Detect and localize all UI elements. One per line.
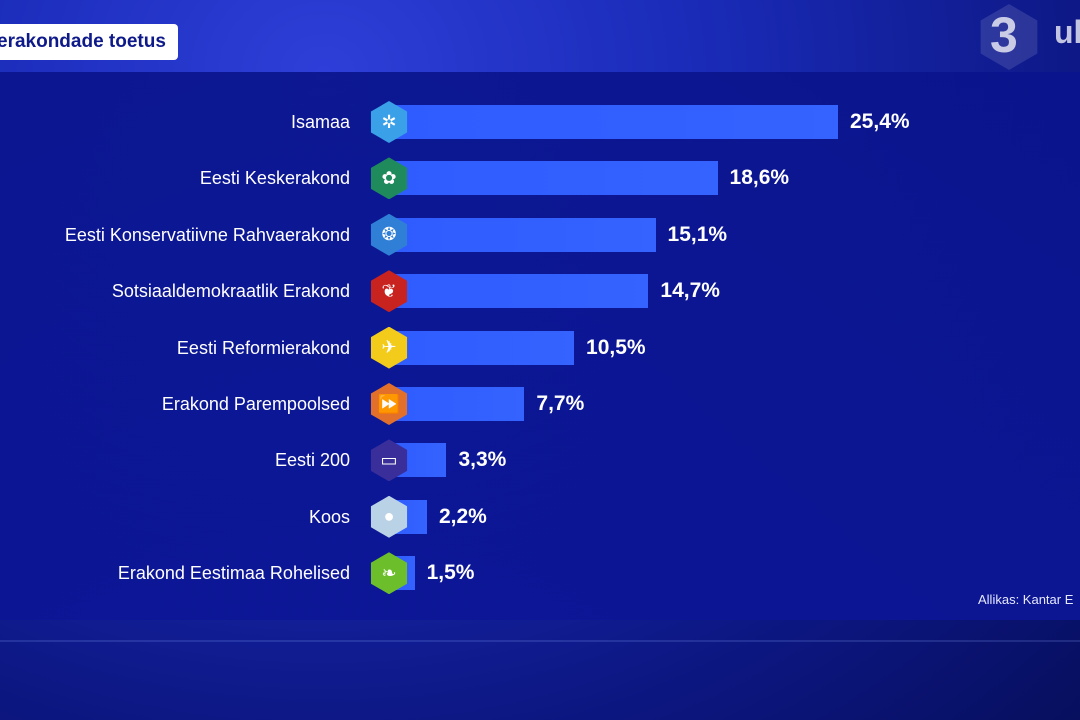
logo-text: ul <box>1054 14 1080 50</box>
bar <box>388 105 838 139</box>
bar <box>388 330 575 365</box>
logo-number: 3 <box>990 7 1018 63</box>
bar <box>388 161 718 196</box>
value-label: 10,5% <box>586 335 646 359</box>
category-label: Koos <box>308 506 350 527</box>
category-label: Sotsiaaldemokraatlik Erakond <box>111 281 350 302</box>
value-label: 14,7% <box>660 279 720 303</box>
category-label: Eesti Reformierakond <box>176 337 350 358</box>
value-label: 15,1% <box>667 222 728 246</box>
bar <box>388 274 649 309</box>
bar-row: Erakond Eestimaa Rohelised ❧ 1,5% <box>0 552 1080 595</box>
bar-row: Eesti Reformierakond ✈ 10,5% <box>0 326 1080 369</box>
background-line-1 <box>0 640 1080 642</box>
page-title: erakondade toetus <box>0 24 178 60</box>
bar-row: Eesti Konservatiivne Rahvaerakond ❂ 15,1% <box>0 213 1080 256</box>
value-label: 18,6% <box>729 166 790 190</box>
value-label: 25,4% <box>850 110 910 133</box>
bar-row: Erakond Parempoolsed ⏩ 7,7% <box>0 383 1080 425</box>
value-label: 7,7% <box>536 392 585 415</box>
bar-row: Eesti Keskerakond ✿ 18,6% <box>0 157 1080 200</box>
title-text: erakondade toetus <box>0 31 166 52</box>
bar <box>388 387 525 421</box>
bar-row: Koos ● 2,2% <box>0 495 1080 538</box>
bar-row: Sotsiaaldemokraatlik Erakond ❦ 14,7% <box>0 270 1080 313</box>
category-label: Isamaa <box>290 112 350 132</box>
value-label: 1,5% <box>426 561 475 585</box>
bar-row: Eesti 200 ▭ 3,3% <box>0 439 1080 482</box>
channel-logo: 3 ul <box>976 0 1080 72</box>
value-label: 3,3% <box>458 448 507 472</box>
category-label: Erakond Parempoolsed <box>161 394 350 414</box>
bar <box>388 217 656 252</box>
category-label: Eesti Keskerakond <box>199 168 350 189</box>
category-label: Eesti 200 <box>274 450 350 471</box>
bar-row: Isamaa ✲ 25,4% <box>0 101 1080 143</box>
category-label: Erakond Eestimaa Rohelised <box>117 563 350 584</box>
category-label: Eesti Konservatiivne Rahvaerakond <box>64 224 350 245</box>
source-note: Allikas: Kantar E <box>978 592 1074 607</box>
value-label: 2,2% <box>438 504 487 528</box>
